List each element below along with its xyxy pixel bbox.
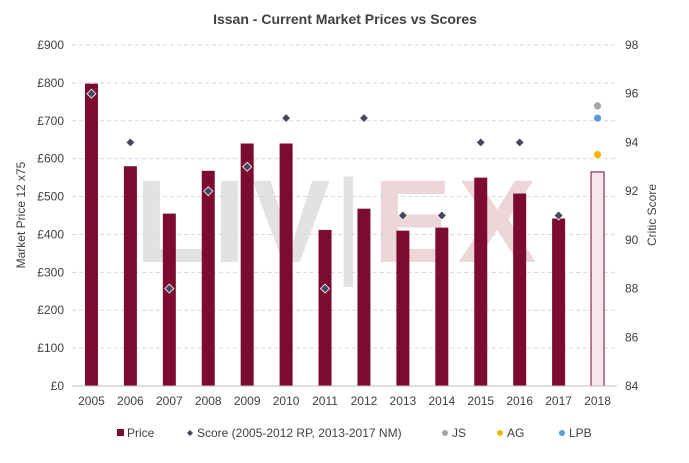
y-tick-label: £900 <box>37 38 64 52</box>
y-tick-label: £200 <box>37 303 64 317</box>
bar-price <box>513 193 527 386</box>
x-tick-label: 2013 <box>390 394 417 408</box>
score-marker <box>203 186 214 197</box>
score-marker <box>281 113 292 124</box>
score-marker <box>319 283 331 294</box>
x-tick-label: 2011 <box>312 394 338 408</box>
y-tick-label: £0 <box>51 379 65 393</box>
bar-price <box>201 170 215 386</box>
bar-price <box>84 83 98 386</box>
x-tick-label: 2015 <box>467 394 494 408</box>
score-marker <box>164 283 175 294</box>
legend-label: LPB <box>569 426 592 440</box>
y2-tick-label: 86 <box>625 330 639 344</box>
axes: £0 £100 £200 £300 £400 £500 £600 £700 £800 £900 84… <box>37 38 638 408</box>
x-tick-label: 2006 <box>117 394 144 408</box>
legend: Price Score (2005-2012 RP, 2013-2017 NM) J… <box>117 426 592 440</box>
chart-title: Issan - Current Market Prices vs Scores <box>213 11 477 27</box>
bar-price <box>240 143 254 386</box>
bar-price <box>396 230 410 386</box>
score-marker <box>358 113 370 124</box>
legend-swatch-price <box>117 429 124 436</box>
x-tick-label: 2005 <box>78 394 105 408</box>
x-tick-label: 2012 <box>351 394 378 408</box>
bar-price <box>162 213 176 386</box>
bar-price-outline <box>590 171 605 387</box>
y-tick-label: £800 <box>37 76 64 90</box>
score-marker <box>397 210 408 221</box>
y-tick-label: £300 <box>37 265 64 279</box>
bar-price <box>474 177 488 386</box>
legend-label: Score (2005-2012 RP, 2013-2017 NM) <box>197 426 402 440</box>
bar-price <box>435 227 449 386</box>
score-marker <box>514 137 525 148</box>
x-tick-label: 2007 <box>156 394 183 408</box>
legend-label: Price <box>127 426 155 440</box>
y2-tick-label: 94 <box>625 135 639 149</box>
bar-price <box>552 218 566 386</box>
score-markers <box>86 88 602 294</box>
critic-point-ag <box>593 151 602 159</box>
y2-tick-label: 92 <box>625 184 639 198</box>
x-tick-label: 2010 <box>273 394 300 408</box>
legend-swatch-lpb <box>559 430 565 436</box>
critic-point-js <box>593 102 602 110</box>
score-marker <box>125 137 136 148</box>
x-tick-label: 2017 <box>545 394 572 408</box>
score-marker <box>475 137 486 148</box>
score-marker <box>553 210 564 221</box>
x-tick-label: 2008 <box>195 394 222 408</box>
y-tick-label: £600 <box>37 152 64 166</box>
price-bars <box>84 83 605 387</box>
y2-tick-label: 84 <box>625 379 639 393</box>
y2-tick-label: 90 <box>625 233 639 247</box>
x-tick-label: 2018 <box>584 394 611 408</box>
x-tick-label: 2016 <box>506 394 533 408</box>
y-axis-label: Market Price 12 x75 <box>14 161 28 268</box>
score-marker <box>86 88 97 99</box>
legend-label: AG <box>507 426 524 440</box>
legend-label: JS <box>452 426 466 440</box>
y-tick-label: £100 <box>37 341 64 355</box>
bar-price <box>318 229 332 386</box>
y-tick-label: £700 <box>37 114 64 128</box>
legend-swatch-score <box>187 430 193 436</box>
legend-swatch-js <box>442 430 448 436</box>
x-tick-label: 2009 <box>234 394 261 408</box>
bar-price <box>123 166 137 386</box>
y2-axis-label: Critic Score <box>645 184 659 246</box>
y-tick-label: £400 <box>37 227 64 241</box>
y-tick-label: £500 <box>37 190 64 204</box>
y2-tick-label: 98 <box>625 38 639 52</box>
x-tick-label: 2014 <box>428 394 455 408</box>
legend-swatch-ag <box>497 430 503 436</box>
score-marker <box>242 161 253 172</box>
y2-tick-label: 96 <box>625 87 639 101</box>
y2-tick-label: 88 <box>625 282 639 296</box>
bar-price <box>357 208 371 386</box>
critic-point-lpb <box>593 114 602 122</box>
score-marker <box>436 210 447 221</box>
bar-price <box>279 143 293 386</box>
